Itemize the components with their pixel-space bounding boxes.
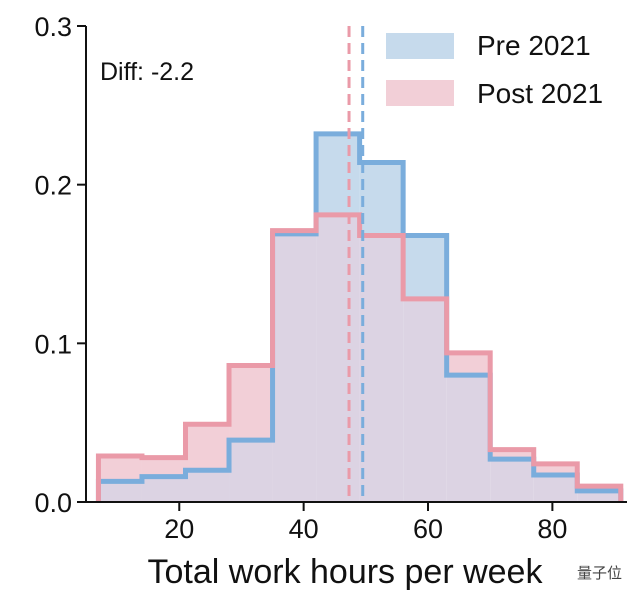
x-tick-label-2: 60 (413, 514, 443, 544)
bar-excess-10 (533, 463, 578, 476)
y-tick-label-1: 0.1 (34, 329, 72, 359)
x-tick-label-3: 80 (537, 514, 567, 544)
bar-overlap-11 (577, 490, 621, 502)
bar-overlap-3 (229, 440, 273, 502)
ticks: 20 40 60 80 0.0 0.1 0.2 0.3 (34, 12, 567, 544)
y-tick-label-3: 0.3 (34, 12, 72, 42)
bar-excess-3 (229, 365, 273, 441)
bar-excess-8 (446, 352, 491, 376)
series-outline-post-2021 (95, 212, 624, 502)
legend-swatch-pre-2021 (386, 33, 454, 59)
x-tick-label-1: 40 (289, 514, 319, 544)
bar-overlap-1 (141, 476, 186, 502)
bar-overlap-5 (316, 214, 360, 502)
y-tick-label-0: 0.0 (34, 488, 72, 518)
mean-lines (347, 26, 365, 502)
annotation-diff: Diff: -2.2 (100, 58, 194, 86)
bar-overlap-7 (403, 298, 447, 502)
bar-excess-7 (403, 235, 447, 299)
legend-swatch-post-2021 (386, 80, 454, 106)
axes (85, 26, 627, 503)
bar-overlap-6 (359, 235, 404, 502)
bar-excess-0 (98, 455, 142, 482)
series-outline-pre-2021 (95, 131, 624, 502)
histogram-bars (95, 131, 624, 502)
bar-overlap-0 (98, 481, 142, 502)
bar-excess-6 (359, 162, 404, 236)
bar-overlap-10 (533, 475, 578, 502)
bar-excess-1 (141, 457, 186, 477)
legend-label-pre-2021: Pre 2021 (477, 30, 591, 61)
bar-overlap-4 (272, 233, 317, 502)
bar-overlap-2 (185, 470, 230, 502)
legend: Pre 2021 Post 2021 (386, 30, 603, 109)
bar-excess-2 (185, 424, 230, 471)
legend-label-post-2021: Post 2021 (477, 78, 603, 109)
watermark: 量子位 (576, 564, 622, 582)
x-axis-label: Total work hours per week (148, 553, 544, 591)
y-tick-label-2: 0.2 (34, 171, 72, 201)
bar-overlap-9 (490, 459, 534, 502)
bar-excess-9 (490, 449, 534, 460)
bar-excess-5 (316, 133, 360, 215)
x-tick-label-0: 20 (164, 514, 194, 544)
bar-overlap-8 (446, 375, 491, 502)
